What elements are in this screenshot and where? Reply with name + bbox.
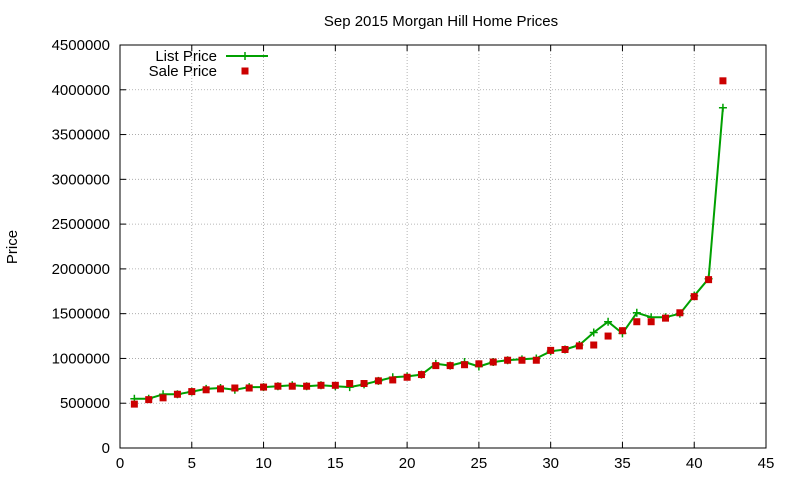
sale-price-point — [662, 314, 670, 322]
sale-price-point — [389, 376, 397, 384]
y-tick-label: 4500000 — [52, 37, 110, 54]
sale-price-point — [532, 356, 540, 364]
sale-price-point — [461, 361, 469, 369]
y-tick-label: 2500000 — [52, 216, 110, 233]
legend-marker-sale-price — [241, 67, 249, 75]
legend-label-list-price: List Price — [155, 48, 217, 65]
list-price-point — [604, 317, 613, 326]
plot-frame — [119, 44, 767, 449]
sale-price-point — [216, 385, 224, 393]
legend-marker-list-price — [241, 52, 249, 60]
sale-price-point — [705, 276, 713, 284]
sale-price-point — [618, 327, 626, 335]
sale-price-point — [260, 383, 268, 391]
axis-ticks: 0 5 10 15 20 25 30 35 40 45 0 500000 1000000 1500000 2… — [52, 37, 775, 472]
sale-price-point — [346, 380, 354, 388]
list-price-point — [632, 308, 641, 317]
sale-price-point — [173, 390, 181, 398]
sale-price-point — [145, 396, 153, 404]
sale-price-point — [417, 371, 425, 379]
sale-price-point — [245, 384, 253, 392]
sale-price-point — [159, 394, 167, 402]
sale-price-point — [633, 318, 641, 326]
sale-price-point — [374, 377, 382, 385]
sale-price-point — [561, 345, 569, 353]
grid — [120, 45, 766, 448]
y-tick-label: 3000000 — [52, 171, 110, 188]
sale-price-point — [590, 341, 598, 349]
x-tick-label: 35 — [614, 455, 631, 472]
sale-price-point — [690, 293, 698, 301]
sale-price-point — [489, 358, 497, 366]
legend-label-sale-price: Sale Price — [149, 63, 217, 80]
x-tick-label: 0 — [116, 455, 124, 472]
chart-title: Sep 2015 Morgan Hill Home Prices — [324, 13, 558, 30]
x-tick-label: 15 — [327, 455, 344, 472]
x-tick-label: 10 — [255, 455, 272, 472]
sale-price-point — [719, 77, 727, 85]
sale-price-point — [303, 382, 311, 390]
sale-price-point — [647, 318, 655, 326]
list-price-point — [718, 103, 727, 112]
sale-price-point — [360, 380, 368, 388]
y-tick-label: 1500000 — [52, 306, 110, 323]
x-tick-label: 40 — [686, 455, 703, 472]
sale-price-point — [504, 356, 512, 364]
legend: List Price Sale Price — [149, 48, 268, 80]
y-tick-label: 4000000 — [52, 82, 110, 99]
y-tick-label: 3500000 — [52, 127, 110, 144]
sale-price-point — [202, 386, 210, 394]
sale-price-point — [231, 384, 239, 392]
sale-price-point — [446, 362, 454, 370]
y-axis-label: Price — [4, 230, 21, 264]
sale-price-point — [518, 356, 526, 364]
sale-price-point — [475, 360, 483, 368]
y-tick-label: 0 — [102, 440, 110, 457]
sale-price-point — [403, 373, 411, 381]
list-price-point — [589, 328, 598, 337]
sale-price-point — [288, 382, 296, 390]
sale-price-point — [676, 309, 684, 317]
y-tick-label: 2000000 — [52, 261, 110, 278]
sale-price-point — [547, 346, 555, 354]
sale-price-point — [188, 388, 196, 396]
sale-price-point — [604, 332, 612, 340]
sale-price-point — [130, 400, 138, 408]
series — [130, 77, 727, 408]
sale-price-point — [575, 342, 583, 350]
x-tick-label: 25 — [471, 455, 488, 472]
y-tick-label: 1000000 — [52, 350, 110, 367]
y-tick-label: 500000 — [60, 395, 110, 412]
sale-price-point — [274, 382, 282, 390]
x-tick-label: 45 — [758, 455, 775, 472]
sale-price-point — [432, 362, 440, 370]
sale-price-point — [317, 381, 325, 389]
x-tick-label: 5 — [188, 455, 196, 472]
x-tick-label: 20 — [399, 455, 416, 472]
sale-price-point — [331, 381, 339, 389]
x-tick-label: 30 — [542, 455, 559, 472]
